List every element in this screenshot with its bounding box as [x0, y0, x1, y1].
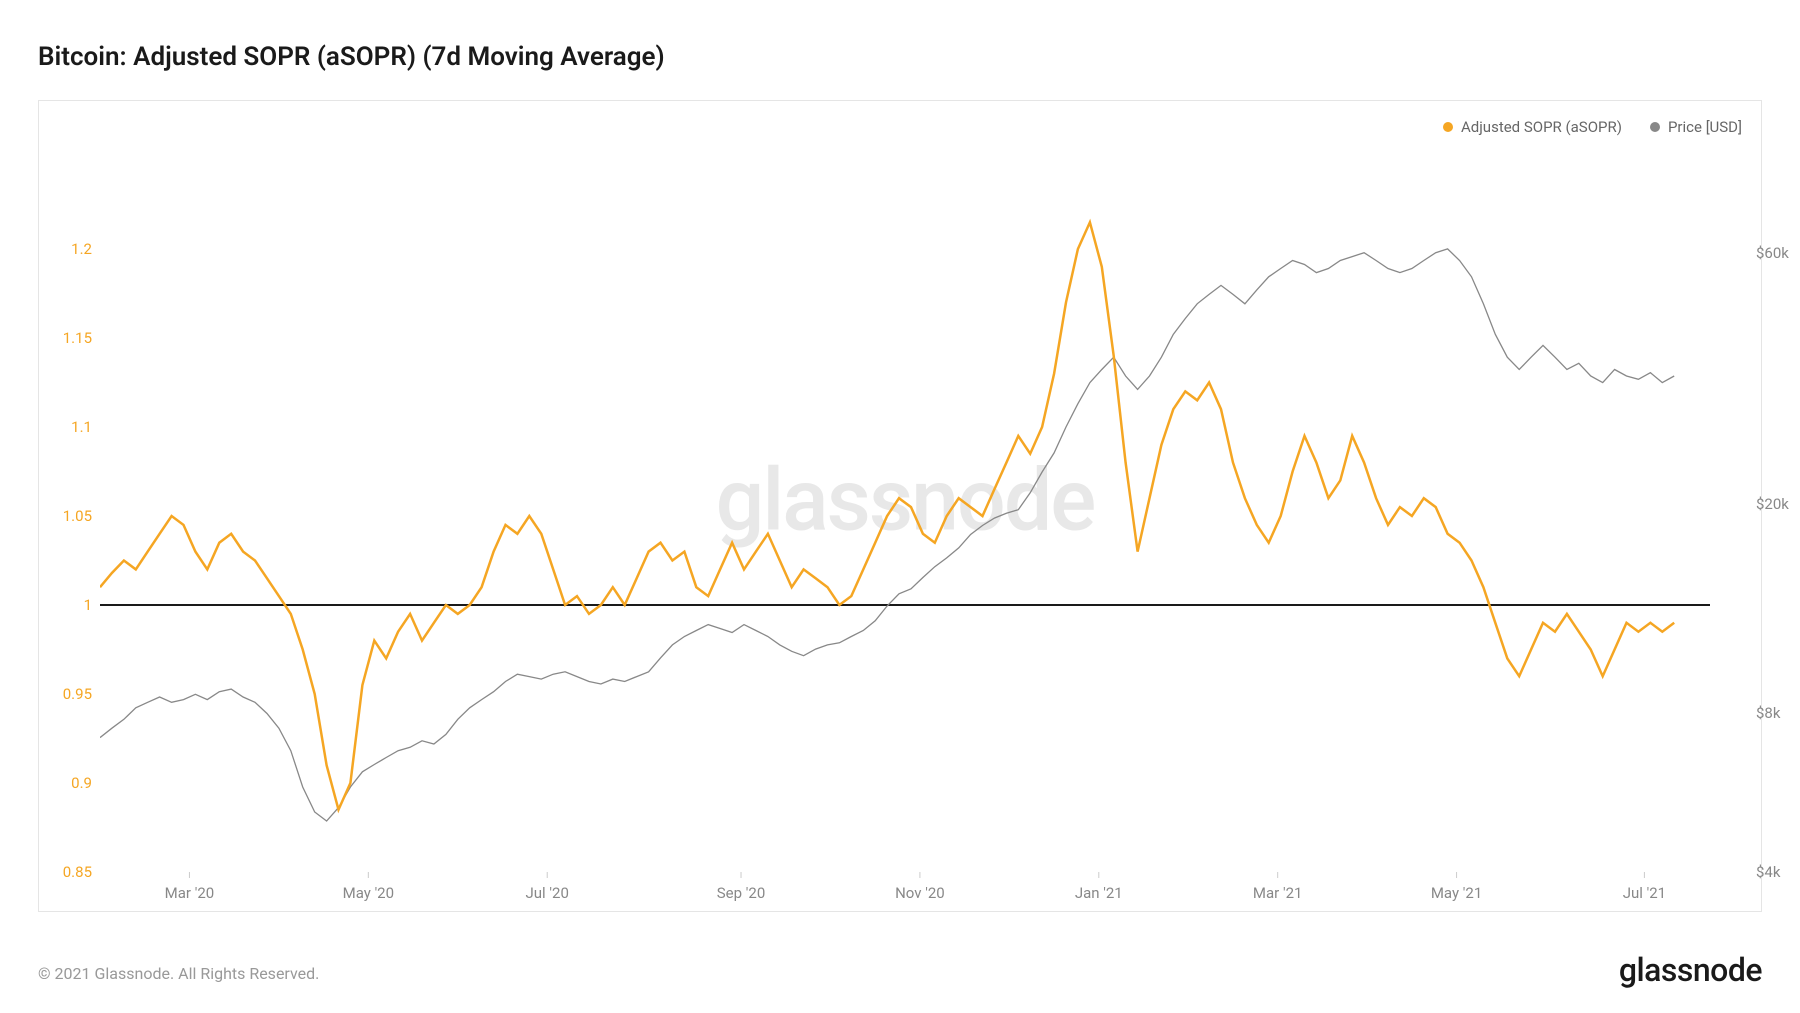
x-tick-label: Sep '20: [717, 884, 766, 902]
x-tick-label: Jul '21: [1623, 884, 1666, 902]
y-left-tick-label: 0.85: [48, 863, 92, 881]
y-left-tick-label: 0.95: [48, 685, 92, 703]
y-right-tick-label: $4k: [1756, 863, 1800, 881]
x-tick-label: May '21: [1431, 884, 1482, 902]
plot-area: glassnode: [100, 100, 1710, 912]
legend-dot-price: [1650, 122, 1660, 132]
x-tick-label: May '20: [343, 884, 394, 902]
x-tick-label: Jan '21: [1075, 884, 1123, 902]
y-right-tick-label: $20k: [1756, 495, 1800, 513]
legend-item-price: Price [USD]: [1650, 118, 1742, 136]
chart-svg: [100, 100, 1710, 912]
y-right-tick-label: $60k: [1756, 244, 1800, 262]
logo: glassnode: [1619, 951, 1762, 989]
x-tick-label: Mar '20: [165, 884, 215, 902]
x-tick-label: Jul '20: [526, 884, 569, 902]
legend-item-sopr: Adjusted SOPR (aSOPR): [1443, 118, 1622, 136]
y-left-tick-label: 1.15: [48, 329, 92, 347]
y-left-tick-label: 0.9: [48, 774, 92, 792]
chart-title: Bitcoin: Adjusted SOPR (aSOPR) (7d Movin…: [38, 42, 665, 72]
y-right-tick-label: $8k: [1756, 704, 1800, 722]
y-left-tick-label: 1.05: [48, 507, 92, 525]
y-left-tick-label: 1: [48, 596, 92, 614]
x-tick-label: Nov '20: [895, 884, 945, 902]
legend-dot-sopr: [1443, 122, 1453, 132]
copyright: © 2021 Glassnode. All Rights Reserved.: [38, 964, 319, 983]
y-left-tick-label: 1.2: [48, 240, 92, 258]
legend-label-price: Price [USD]: [1668, 118, 1742, 136]
legend-label-sopr: Adjusted SOPR (aSOPR): [1461, 118, 1622, 136]
x-tick-label: Mar '21: [1253, 884, 1303, 902]
legend: Adjusted SOPR (aSOPR) Price [USD]: [1443, 118, 1742, 136]
y-left-tick-label: 1.1: [48, 418, 92, 436]
